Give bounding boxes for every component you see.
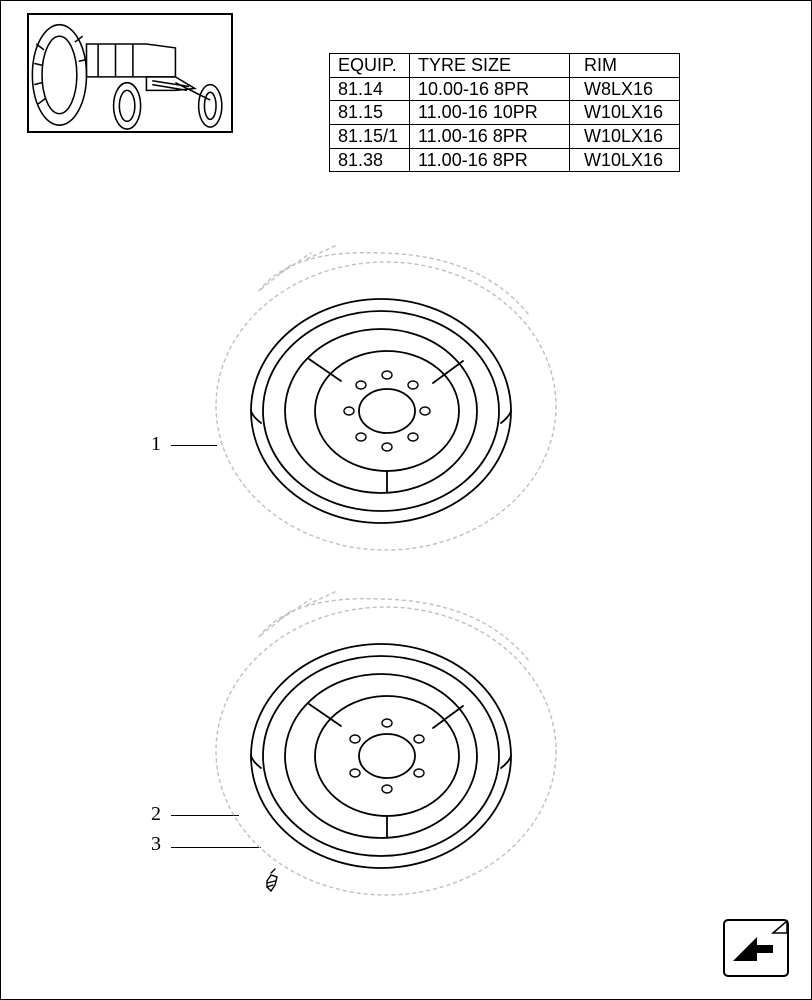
cell-rim: W10LX16 — [570, 148, 680, 172]
valve-icon — [267, 869, 277, 891]
table-row: 81.15/1 11.00-16 8PR W10LX16 — [330, 125, 680, 149]
col-header-rim: RIM — [570, 54, 680, 78]
table-row: 81.15 11.00-16 10PR W10LX16 — [330, 101, 680, 125]
wheel-1-svg — [181, 231, 581, 561]
cell-rim: W10LX16 — [570, 125, 680, 149]
tractor-icon — [29, 15, 231, 131]
callout-3: 3 — [151, 833, 161, 856]
callout-1: 1 — [151, 433, 161, 456]
col-header-equip: EQUIP. — [330, 54, 410, 78]
table-row: 81.38 11.00-16 8PR W10LX16 — [330, 148, 680, 172]
equipment-table: EQUIP. TYRE SIZE RIM 81.14 10.00-16 8PR … — [329, 53, 680, 172]
cell-tyre: 10.00-16 8PR — [410, 77, 570, 101]
table-row: 81.14 10.00-16 8PR W8LX16 — [330, 77, 680, 101]
reference-drawing-box — [27, 13, 233, 133]
page: EQUIP. TYRE SIZE RIM 81.14 10.00-16 8PR … — [0, 0, 812, 1000]
cell-tyre: 11.00-16 10PR — [410, 101, 570, 125]
wheel-drawing-1 — [181, 231, 581, 566]
cell-equip: 81.15 — [330, 101, 410, 125]
table-header-row: EQUIP. TYRE SIZE RIM — [330, 54, 680, 78]
cell-rim: W10LX16 — [570, 101, 680, 125]
cell-rim: W8LX16 — [570, 77, 680, 101]
cell-tyre: 11.00-16 8PR — [410, 148, 570, 172]
col-header-tyre: TYRE SIZE — [410, 54, 570, 78]
next-page-icon[interactable] — [723, 919, 789, 977]
cell-equip: 81.14 — [330, 77, 410, 101]
callout-2: 2 — [151, 803, 161, 826]
cell-tyre: 11.00-16 8PR — [410, 125, 570, 149]
wheel-2-svg — [181, 581, 581, 941]
wheel-drawing-2 — [181, 581, 581, 946]
cell-equip: 81.38 — [330, 148, 410, 172]
cell-equip: 81.15/1 — [330, 125, 410, 149]
